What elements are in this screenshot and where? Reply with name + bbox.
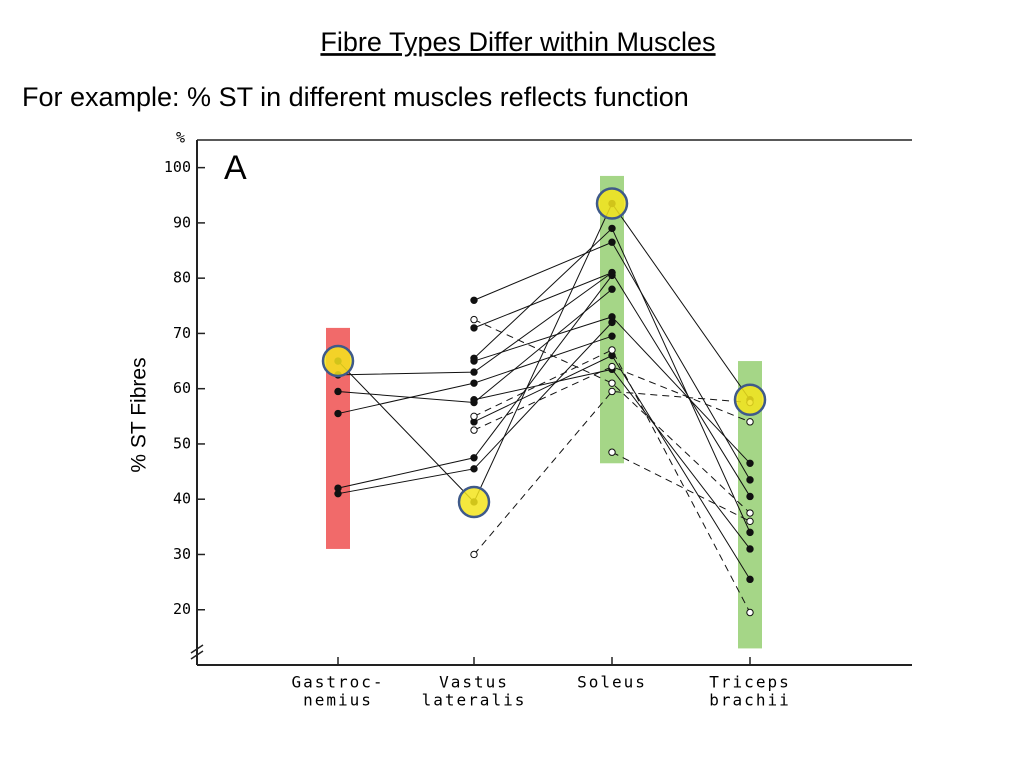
axis-break [190, 644, 204, 660]
data-point [746, 528, 754, 537]
y-tick-label: 80 [173, 269, 191, 287]
subject-line [611, 451, 751, 522]
data-point [470, 315, 478, 324]
subject-line [473, 349, 751, 613]
x-tick-label: Triceps [709, 673, 790, 692]
data-point [470, 368, 478, 376]
y-tick-label: 40 [173, 490, 191, 508]
y-tick-label: 60 [173, 379, 191, 397]
x-tick-label: Soleus [577, 673, 647, 692]
chart-title: Fibre Types Differ within Muscles [320, 27, 715, 57]
x-tick-label: Vastus [439, 673, 509, 692]
y-tick-label: 20 [173, 600, 191, 618]
x-tick-label: Gastroc- [291, 673, 384, 692]
data-point [746, 476, 754, 484]
data-point [470, 296, 478, 304]
highlight [733, 383, 767, 416]
data-point [608, 285, 616, 293]
data-point [334, 489, 342, 498]
data-point [470, 465, 478, 473]
y-tick-label: 70 [173, 324, 191, 342]
data-point [746, 459, 754, 467]
y-tick-label: 30 [173, 545, 191, 563]
x-tick-label: nemius [303, 691, 373, 710]
highlight [321, 344, 355, 378]
data-point [746, 509, 754, 517]
data-point [470, 357, 478, 365]
y-axis-label: % ST Fibres [128, 357, 151, 472]
data-point [470, 379, 478, 387]
data-point [746, 418, 754, 426]
data-point [746, 517, 754, 526]
highlight [457, 485, 491, 519]
data-point [608, 448, 616, 456]
data-point [470, 396, 478, 404]
data-point [608, 238, 616, 246]
data-point [470, 324, 478, 332]
data-point [746, 492, 754, 501]
x-tick-label: brachii [709, 691, 790, 710]
data-point [334, 387, 342, 396]
data-point [608, 332, 616, 340]
data-point [608, 387, 616, 396]
subject-line [337, 202, 751, 503]
data-point [746, 608, 754, 617]
data-point [470, 426, 478, 434]
y-tick-label: 50 [173, 434, 191, 452]
subject-line [473, 319, 751, 514]
data-point [470, 412, 478, 421]
data-point [746, 575, 754, 584]
data-point [608, 346, 616, 354]
data-point [608, 362, 616, 371]
data-point [608, 224, 616, 233]
data-point [608, 268, 616, 277]
subject-line [473, 390, 751, 555]
y-tick-label: 90 [173, 213, 191, 231]
data-point [334, 409, 342, 418]
highlight [595, 187, 629, 220]
data-point [608, 313, 616, 321]
data-point [470, 550, 478, 559]
y-tick-label: 100 [164, 158, 191, 176]
data-point [470, 454, 478, 462]
y-unit: % [176, 129, 185, 147]
data-point [608, 379, 616, 387]
subject-line [473, 366, 751, 431]
panel-letter: A [224, 149, 247, 187]
chart-subtitle: For example: % ST in different muscles r… [22, 82, 689, 112]
x-tick-label: lateralis [422, 691, 527, 710]
data-point [746, 545, 754, 553]
